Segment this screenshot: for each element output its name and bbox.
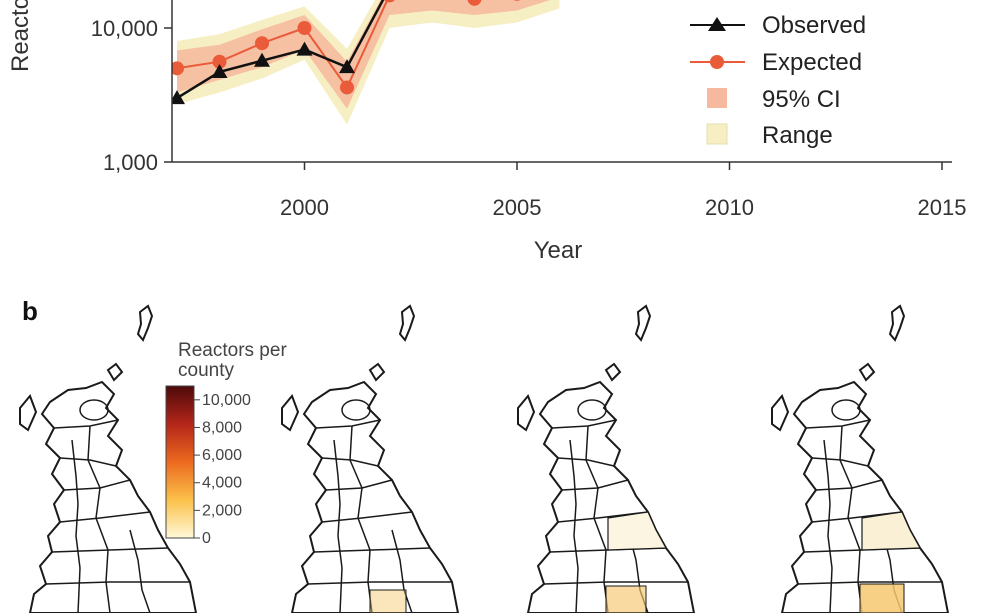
colorbar: Reactors per county 10,000 8,000 6,000 4,00… xyxy=(165,340,287,547)
legend-observed: Observed xyxy=(690,12,866,39)
x-tick-label: 2015 xyxy=(918,195,967,220)
expected-point xyxy=(467,0,482,6)
colorbar-title-line1: Reactors per xyxy=(178,340,287,361)
legend-expected-label: Expected xyxy=(762,49,862,76)
y-axis-title: Reactc xyxy=(7,0,34,72)
panel-b-label: b xyxy=(22,296,38,326)
map-3 xyxy=(517,305,695,613)
observed-point xyxy=(211,63,228,78)
observed-point xyxy=(254,52,270,67)
legend-range: Range xyxy=(706,122,833,149)
colorbar-title-line2: county xyxy=(178,360,234,381)
colorbar-tick-label: 8,000 xyxy=(202,419,242,436)
legend: Observed Expected 95% CI Range xyxy=(690,12,866,149)
legend-observed-label: Observed xyxy=(762,12,866,39)
colorbar-tick-label: 4,000 xyxy=(202,475,242,492)
ci-band xyxy=(177,0,551,109)
expected-markers xyxy=(172,0,521,95)
colorbar-tick-label: 6,000 xyxy=(202,447,242,464)
y-tick-label: 10,000 xyxy=(91,16,158,41)
county-maps: Reactors per county 10,000 8,000 6,000 4,00… xyxy=(19,305,949,613)
expected-point xyxy=(297,21,312,35)
map-4 xyxy=(771,305,949,613)
expected-line xyxy=(176,0,389,90)
expected-point xyxy=(255,36,269,51)
x-tick-label: 2010 xyxy=(705,195,754,220)
expected-point xyxy=(212,54,227,69)
legend-expected: Expected xyxy=(690,49,862,76)
observed-point xyxy=(296,41,313,56)
map-2-hotspot xyxy=(369,589,407,613)
observed-markers xyxy=(172,41,355,105)
y-ticks: 1,000 10,000 xyxy=(91,16,172,175)
observed-line xyxy=(176,0,385,100)
map-4-fill-county xyxy=(861,511,922,551)
legend-range-label: Range xyxy=(762,122,833,149)
x-tick-label: 2005 xyxy=(493,195,542,220)
legend-ci: 95% CI xyxy=(707,86,841,113)
colorbar-tick-label: 10,000 xyxy=(202,392,251,409)
map-3-hotspot xyxy=(605,585,647,613)
map-3-fill-county xyxy=(607,511,668,551)
colorbar-tick-label: 2,000 xyxy=(202,502,242,519)
observed-point xyxy=(172,90,185,105)
observed-point xyxy=(339,59,355,74)
colorbar-gradient xyxy=(165,385,195,539)
x-ticks: 2000 2005 2010 2015 xyxy=(280,162,966,220)
y-tick-label: 1,000 xyxy=(103,150,158,175)
expected-point xyxy=(513,0,521,1)
map-4-hotspot xyxy=(859,583,905,613)
colorbar-tick-label: 0 xyxy=(202,530,211,547)
reactors-line-chart: 1,000 10,000 2000 2005 2010 2015 Reactc Year… xyxy=(7,0,966,264)
expected-point xyxy=(172,61,184,76)
legend-ci-label: 95% CI xyxy=(762,86,841,113)
x-tick-label: 2000 xyxy=(280,195,329,220)
x-axis-title: Year xyxy=(534,237,583,264)
colorbar-ticks: 10,000 8,000 6,000 4,000 2,000 0 xyxy=(194,392,251,547)
expected-point xyxy=(340,80,354,95)
map-2 xyxy=(281,305,459,613)
expected-point xyxy=(384,0,395,3)
